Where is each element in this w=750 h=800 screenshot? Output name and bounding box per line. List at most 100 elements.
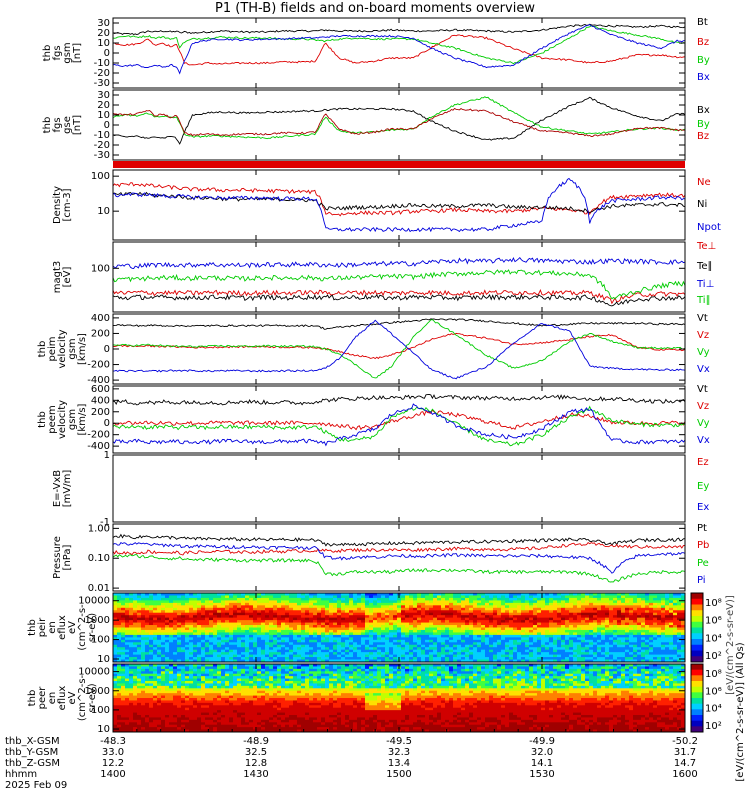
spectrogram-cell (169, 681, 174, 684)
spectrogram-cell (621, 610, 626, 614)
spectrogram-cell (441, 602, 446, 606)
spectrogram-cell (245, 688, 250, 692)
spectrogram-cell (253, 607, 258, 611)
spectrogram-cell (197, 597, 202, 601)
spectrogram-cell (217, 622, 222, 626)
spectrogram-cell (549, 620, 554, 623)
spectrogram-cell (161, 673, 166, 677)
spectrogram-cell (389, 659, 394, 663)
spectrogram-cell (173, 642, 178, 646)
spectrogram-cell (221, 693, 226, 696)
spectrogram-cell (289, 615, 294, 619)
spectrogram-cell (409, 595, 414, 599)
spectrogram-cell (117, 707, 122, 711)
spectrogram-cell (221, 625, 226, 628)
spectrogram-cell (221, 681, 226, 684)
spectrogram-cell (133, 593, 138, 596)
spectrogram-cell (513, 605, 518, 609)
spectrogram-cell (597, 642, 602, 646)
spectrogram-cell (225, 678, 230, 682)
spectrogram-cell (297, 647, 302, 651)
spectrogram-cell (681, 639, 686, 643)
spectrogram-cell (413, 657, 418, 660)
spectrogram-cell (533, 649, 538, 653)
spectrogram-cell (317, 620, 322, 623)
spectrogram-cell (437, 617, 442, 621)
spectrogram-cell (269, 593, 274, 596)
spectrogram-cell (489, 602, 494, 606)
spectrogram-cell (485, 629, 490, 633)
spectrogram-cell (129, 707, 134, 711)
spectrogram-cell (241, 600, 246, 604)
spectrogram-cell (137, 627, 142, 631)
spectrogram-cell (421, 652, 426, 655)
spectrogram-cell (325, 615, 330, 619)
spectrogram-cell (345, 644, 350, 648)
spectrogram-cell (265, 654, 270, 658)
spectrogram-cell (545, 620, 550, 623)
spectrogram-cell (321, 659, 326, 663)
spectrogram-cell (129, 629, 134, 633)
spectrogram-cell (193, 605, 198, 609)
spectrogram-cell (257, 629, 262, 633)
spectrogram-cell (481, 602, 486, 606)
spectrogram-cell (389, 657, 394, 660)
spectrogram-cell (285, 620, 290, 623)
spectrogram-cell (153, 627, 158, 631)
spectrogram-cell (325, 649, 330, 653)
spectrogram-cell (317, 657, 322, 660)
spectrogram-cell (633, 652, 638, 655)
spectrogram-cell (461, 612, 466, 616)
spectrogram-cell (429, 637, 434, 641)
spectrogram-cell (193, 705, 198, 709)
spectrogram-cell (653, 654, 658, 658)
spectrogram-cell (585, 634, 590, 638)
spectrogram-cell (465, 642, 470, 646)
spectrogram-cell (233, 600, 238, 604)
spectrogram-cell (557, 652, 562, 655)
spectrogram-cell (121, 602, 126, 606)
spectrogram-cell (245, 710, 250, 713)
spectrogram-cell (397, 627, 402, 631)
spectrogram-cell (369, 605, 374, 609)
spectrogram-cell (561, 634, 566, 638)
spectrogram-cell (169, 693, 174, 696)
spectrogram-cell (213, 615, 218, 619)
spectrogram-cell (657, 602, 662, 606)
spectrogram-cell (673, 605, 678, 609)
spectrogram-cell (573, 627, 578, 631)
spectrogram-cell (645, 620, 650, 623)
spectrogram-cell (177, 625, 182, 628)
series-line-ni (112, 191, 686, 214)
spectrogram-cell (505, 615, 510, 619)
spectrogram-cell (177, 634, 182, 638)
spectrogram-cell (529, 615, 534, 619)
spectrogram-cell (189, 676, 194, 679)
spectrogram-cell (141, 659, 146, 663)
spectrogram-cell (185, 607, 190, 611)
spectrogram-cell (649, 627, 654, 631)
spectrogram-cell (449, 644, 454, 648)
spectrogram-cell (309, 654, 314, 658)
spectrogram-cell (161, 593, 166, 596)
spectrogram-cell (165, 659, 170, 663)
spectrogram-cell (265, 615, 270, 619)
spectrogram-cell (157, 719, 162, 723)
spectrogram-cell (673, 610, 678, 614)
spectrogram-cell (141, 688, 146, 692)
spectrogram-cell (169, 657, 174, 660)
spectrogram-cell (237, 647, 242, 651)
spectrogram-cell (285, 600, 290, 604)
spectrogram-cell (149, 634, 154, 638)
spectrogram-cell (421, 625, 426, 628)
spectrogram-cell (341, 632, 346, 636)
spectrogram-cell (233, 700, 238, 704)
spectrogram-cell (601, 629, 606, 633)
spectrogram-cell (421, 620, 426, 623)
spectrogram-cell (669, 622, 674, 626)
spectrogram-cell (193, 719, 198, 723)
spectrogram-cell (361, 622, 366, 626)
spectrogram-cell (121, 702, 126, 706)
spectrogram-cell (209, 729, 214, 733)
spectrogram-cell (569, 642, 574, 646)
